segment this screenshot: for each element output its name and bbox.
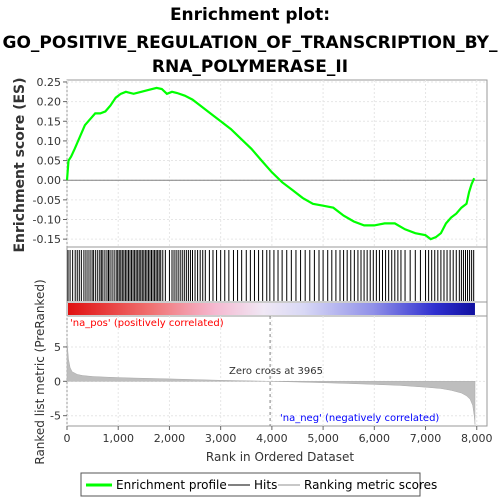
xtick-label-3: 3,000 xyxy=(205,432,237,445)
xtick-label-0: 0 xyxy=(64,432,71,445)
title-line-1: Enrichment plot: xyxy=(170,5,330,25)
legend-frame xyxy=(80,472,421,497)
hits-frame xyxy=(66,246,488,303)
es-panel: 0.250.200.150.100.050.00-0.05-0.10-0.15 … xyxy=(12,76,488,253)
xtick-label-2: 2,000 xyxy=(154,432,186,445)
metric-ytick-label-0: 5 xyxy=(54,341,61,354)
xtick-label-1: 1,000 xyxy=(102,432,134,445)
xtick-label-8: 8,000 xyxy=(461,432,493,445)
band-gradient xyxy=(68,303,475,315)
es-ytick-label-0: 0.25 xyxy=(37,76,62,89)
xtick-label-4: 4,000 xyxy=(256,432,288,445)
legend-ranking-label: Ranking metric scores xyxy=(304,478,437,492)
rank-color-band xyxy=(66,301,488,317)
es-ytick-label-3: 0.10 xyxy=(37,135,62,148)
metric-x-ticks: 0 1,000 2,000 3,000 4,000 5,000 6,000 7,000 8,00… xyxy=(64,426,493,445)
hits-panel xyxy=(66,246,488,303)
title-line-3: RNA_POLYMERASE_II xyxy=(152,57,348,77)
legend: Enrichment profile Hits Ranking metric s… xyxy=(80,472,437,497)
es-ytick-label-8: -0.15 xyxy=(33,233,61,246)
metric-y-ticks: 5 0 -5 xyxy=(50,341,67,423)
es-ytick-label-1: 0.20 xyxy=(37,96,62,109)
neg-correlated-label: 'na_neg' (negatively correlated) xyxy=(280,413,439,424)
es-frame xyxy=(66,79,488,248)
es-ytick-label-4: 0.05 xyxy=(37,155,62,168)
metric-panel: 'na_pos' (positively correlated) 'na_neg… xyxy=(33,279,493,464)
pos-correlated-label: 'na_pos' (positively correlated) xyxy=(70,318,224,329)
xtick-label-5: 5,000 xyxy=(307,432,339,445)
hits-lines xyxy=(67,250,475,301)
xtick-label-6: 6,000 xyxy=(359,432,391,445)
es-y-axis-label: Enrichment score (ES) xyxy=(12,77,28,252)
es-ytick-label-5: 0.00 xyxy=(37,174,62,187)
es-y-ticks: 0.25 0.20 0.15 0.10 0.05 0.00 -0.05 -0.10 -0.15 xyxy=(33,76,67,246)
es-ytick-label-2: 0.15 xyxy=(37,115,62,128)
legend-hits-label: Hits xyxy=(254,478,277,492)
x-axis-label: Rank in Ordered Dataset xyxy=(206,450,354,464)
legend-enrichment-label: Enrichment profile xyxy=(116,478,227,492)
title-line-2: GO_POSITIVE_REGULATION_OF_TRANSCRIPTION_… xyxy=(3,33,498,53)
es-ytick-label-6: -0.05 xyxy=(33,194,61,207)
metric-ytick-label-2: -5 xyxy=(50,410,61,423)
ranking-metric-area xyxy=(66,338,476,425)
metric-y-axis-label: Ranked list metric (PreRanked) xyxy=(33,279,47,464)
metric-ytick-label-1: 0 xyxy=(54,375,61,388)
xtick-label-7: 7,000 xyxy=(410,432,442,445)
es-ytick-label-7: -0.10 xyxy=(33,213,61,226)
zero-cross-label: Zero cross at 3965 xyxy=(229,366,323,377)
enrichment-profile-line xyxy=(65,86,476,241)
